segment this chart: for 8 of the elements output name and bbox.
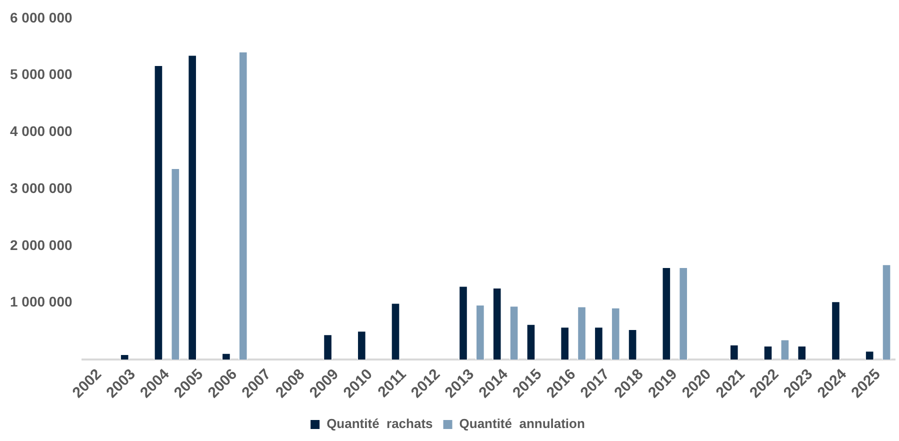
y-tick-label: 6 000 000: [10, 9, 72, 26]
legend-label: Quantité rachats: [326, 416, 433, 432]
y-tick-label: 5 000 000: [10, 66, 72, 82]
y-tick-label: 2 000 000: [10, 236, 72, 253]
y-tick-label: 1 000 000: [10, 294, 72, 310]
y-tick-label: 3 000 000: [10, 180, 72, 196]
legend-label: Quantité annulation: [459, 416, 585, 432]
y-tick-label: 4 000 000: [10, 123, 72, 140]
